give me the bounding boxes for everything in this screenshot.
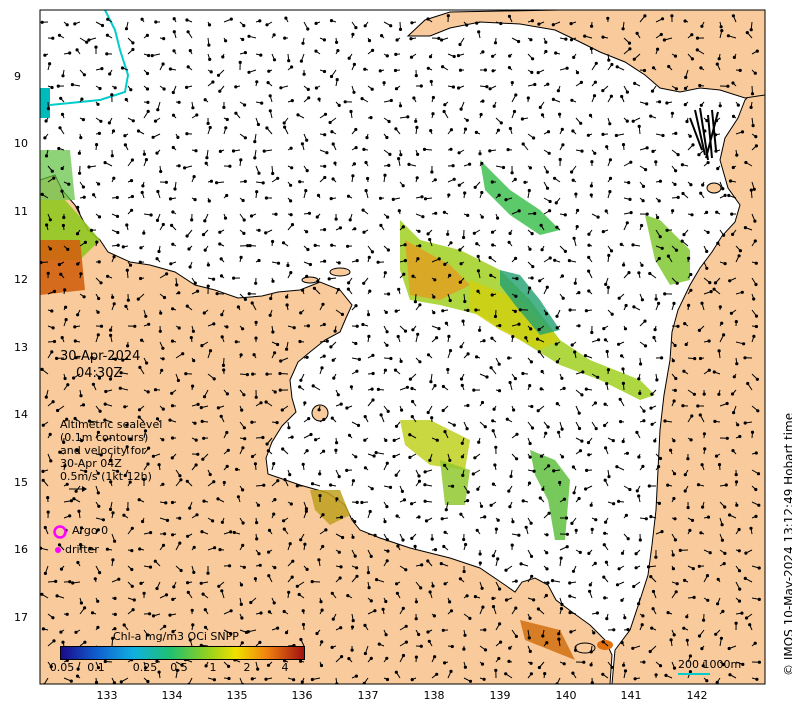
x-tick-label: 141 [620, 689, 642, 702]
track-end [40, 88, 50, 118]
map-date: 30-Apr-2024 [60, 349, 141, 364]
legend-drifter-label: drifter [65, 543, 99, 556]
y-tick-label: 17 [14, 611, 28, 624]
x-tick-label: 135 [226, 689, 248, 702]
colorbar-title: Chl-a mg/m3 OCi SNPP [113, 630, 239, 643]
x-tick-label: 136 [291, 689, 313, 702]
velocity-scale-arrow-icon [69, 486, 87, 492]
y-tick-label: 11 [14, 205, 28, 218]
x-tick-label: 142 [686, 689, 708, 702]
altimetry-description: Altimetric sealevel (0.1m contours) and … [60, 418, 162, 483]
colorbar-tick: 0.1 [87, 661, 105, 674]
land-cape-york [40, 174, 613, 684]
land-new-guinea [406, 10, 765, 99]
colorbar-tick: 0.5 [170, 661, 188, 674]
depth-scale-line [678, 673, 710, 675]
colorbar-tick: 2 [243, 661, 251, 674]
desc-line: 30-Apr 04Z [60, 457, 122, 470]
legend-argo-label: Argo 0 [72, 524, 109, 537]
y-tick-label: 15 [14, 476, 28, 489]
y-tick-label: 12 [14, 273, 28, 286]
map-time: 04:30Z [76, 366, 123, 381]
x-tick-label: 140 [555, 689, 577, 702]
colorbar [60, 646, 305, 660]
desc-line: and velocity for [60, 444, 146, 457]
desc-line: 0.5m/s (1kt 12h) [60, 470, 152, 483]
island [574, 642, 596, 654]
desc-line: (0.1m contours) [60, 431, 149, 444]
desc-line: Altimetric sealevel [60, 418, 163, 431]
velocity-arrows [40, 14, 762, 684]
island [706, 182, 722, 194]
colorbar-tick: 0.05 [49, 661, 75, 674]
credit-text: © IMOS 10-May-2024 13:12:49 Hobart time [782, 412, 792, 676]
argo-marker-icon [53, 525, 67, 539]
plot-frame [39, 9, 766, 685]
y-tick-label: 10 [14, 137, 28, 150]
y-tick-label: 13 [14, 341, 28, 354]
colorbar-tick: 0.25 [132, 661, 158, 674]
depth-scale-label: 200 1000m [678, 658, 742, 671]
colorbar-tick: 4 [281, 661, 289, 674]
drifter-track [49, 10, 130, 106]
x-tick-label: 139 [489, 689, 511, 702]
island [597, 640, 613, 650]
y-tick-label: 14 [14, 408, 28, 421]
drifter-marker-icon [55, 547, 61, 553]
x-tick-label: 138 [423, 689, 445, 702]
y-tick-label: 16 [14, 543, 28, 556]
x-tick-label: 134 [161, 689, 183, 702]
x-tick-label: 133 [96, 689, 118, 702]
land-east [611, 79, 765, 684]
y-tick-label: 9 [14, 70, 21, 83]
colorbar-tick: 1 [209, 661, 217, 674]
x-tick-label: 137 [357, 689, 379, 702]
island [311, 404, 329, 422]
island [329, 267, 351, 277]
drifter-cluster [689, 107, 719, 161]
